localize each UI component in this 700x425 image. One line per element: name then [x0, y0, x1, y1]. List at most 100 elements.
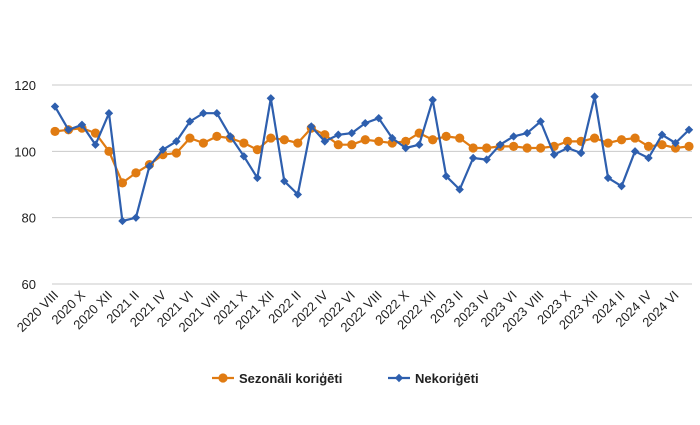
- data-point: [563, 143, 572, 153]
- data-point: [199, 108, 208, 118]
- data-point: [657, 130, 667, 139]
- series-line: [54, 95, 690, 223]
- data-point: [131, 168, 141, 178]
- data-point: [266, 133, 276, 143]
- data-point: [428, 135, 438, 145]
- data-point: [590, 92, 599, 101]
- data-point: [334, 130, 343, 139]
- data-point: [91, 140, 100, 149]
- data-point: [482, 143, 492, 153]
- data-point: [320, 130, 330, 140]
- data-point: [684, 141, 694, 151]
- gridlines: [52, 84, 692, 285]
- data-point: [104, 108, 114, 118]
- data-point: [401, 143, 410, 153]
- data-point: [509, 132, 518, 141]
- data-point: [333, 140, 343, 150]
- data-point: [455, 185, 464, 194]
- data-point: [198, 138, 208, 148]
- data-point: [441, 131, 451, 142]
- data-point: [280, 176, 289, 186]
- data-point: [671, 138, 680, 148]
- data-point: [185, 117, 195, 126]
- legend-label: Nekoriģēti: [415, 371, 479, 386]
- legend-item-2: Nekoriģēti: [388, 371, 479, 386]
- legend-label: Sezonāli koriģēti: [239, 371, 342, 386]
- data-point: [226, 132, 235, 141]
- data-point: [536, 143, 546, 153]
- data-point: [239, 152, 249, 161]
- data-point: [252, 145, 262, 155]
- data-point: [562, 136, 573, 146]
- data-point: [670, 143, 681, 153]
- data-point: [360, 135, 370, 145]
- data-point: [320, 137, 329, 146]
- data-point: [171, 148, 182, 158]
- data-point: [630, 147, 640, 156]
- y-tick-label: 60: [22, 277, 36, 292]
- data-point: [307, 122, 316, 131]
- data-point: [549, 150, 559, 159]
- series-2: [50, 92, 694, 226]
- data-point: [415, 140, 424, 149]
- data-point: [374, 113, 383, 123]
- data-point: [90, 128, 101, 138]
- data-point: [509, 141, 519, 151]
- data-point: [522, 143, 532, 153]
- data-point: [253, 173, 262, 183]
- data-point: [117, 178, 128, 188]
- data-point: [401, 136, 411, 146]
- data-point: [630, 133, 640, 143]
- data-point: [293, 138, 303, 148]
- legend-marker: [218, 373, 228, 383]
- data-point: [50, 102, 60, 111]
- data-point: [347, 140, 357, 150]
- data-point: [118, 216, 127, 226]
- legend-marker: [394, 373, 404, 383]
- data-point: [441, 172, 451, 181]
- data-point: [468, 153, 478, 163]
- data-point: [145, 162, 154, 171]
- data-point: [361, 118, 370, 128]
- data-point: [347, 128, 356, 138]
- y-tick-label: 100: [14, 144, 36, 159]
- data-point: [104, 146, 114, 156]
- series-lines: [50, 92, 694, 226]
- data-point: [684, 125, 694, 134]
- data-point: [279, 135, 289, 145]
- data-point: [374, 136, 384, 146]
- data-point: [239, 138, 249, 148]
- data-point: [616, 135, 627, 145]
- data-point: [657, 140, 667, 150]
- data-point: [644, 153, 653, 163]
- data-point: [482, 155, 491, 164]
- data-point: [50, 126, 60, 137]
- data-point: [617, 181, 626, 191]
- data-point: [589, 133, 600, 143]
- data-point: [212, 131, 222, 142]
- data-point: [158, 145, 168, 154]
- data-point: [643, 141, 654, 151]
- data-point: [212, 108, 222, 118]
- data-point: [536, 117, 545, 126]
- data-point: [455, 133, 465, 143]
- data-point: [131, 213, 141, 222]
- data-point: [428, 95, 437, 105]
- data-point: [468, 143, 478, 153]
- legend: Sezonāli koriģēti Nekoriģēti: [212, 371, 479, 386]
- data-point: [172, 137, 181, 146]
- y-tick-label: 120: [14, 78, 36, 93]
- data-point: [185, 133, 195, 143]
- data-point: [64, 125, 73, 134]
- data-point: [388, 133, 397, 143]
- y-axis-tick-labels: 60 80 100 120: [14, 78, 36, 292]
- data-point: [522, 128, 532, 138]
- data-point: [293, 190, 303, 199]
- data-point: [576, 148, 586, 158]
- data-point: [603, 138, 613, 148]
- data-point: [495, 140, 505, 149]
- legend-item-1: Sezonāli koriģēti: [212, 371, 342, 386]
